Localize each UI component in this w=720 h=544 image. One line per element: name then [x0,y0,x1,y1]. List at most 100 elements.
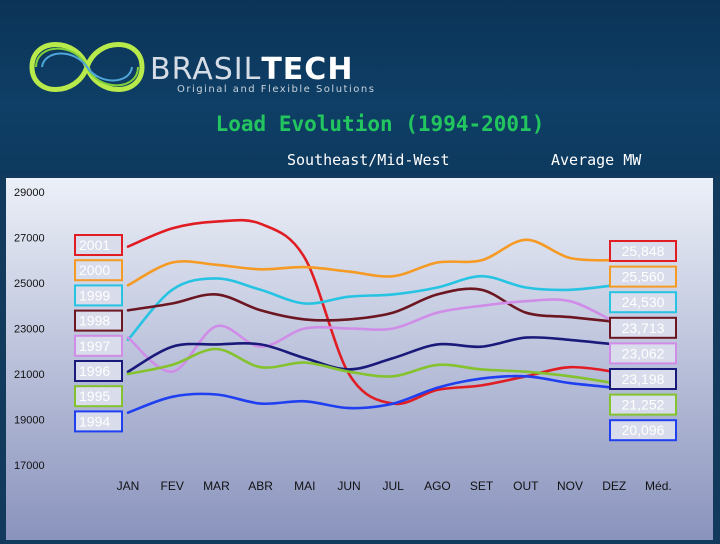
data-point-2000 [127,284,129,287]
y-tick-label: 17000 [14,460,45,472]
data-point-1995 [569,375,571,378]
data-point-1999 [569,289,571,291]
brand-name: BRASILTECH [150,52,354,87]
x-tick-label: JAN [117,479,140,493]
data-point-2000 [436,261,439,264]
data-point-1999 [436,286,439,289]
brasiltech-logo-icon [29,42,145,92]
average-label-1995: 21,252 [622,397,665,413]
data-point-1996 [171,345,173,348]
x-tick-label: MAI [294,479,315,493]
x-tick-label: NOV [557,479,583,493]
data-point-1996 [348,368,350,371]
header-banner: BRASILTECH Original and Flexible Solutio… [0,0,720,175]
average-box-2000 [609,265,677,288]
data-point-1996 [569,339,571,341]
average-box-1995 [609,393,677,416]
data-point-2000 [348,270,350,273]
legend-label-2000: 2000 [79,262,110,278]
series-line-1999 [126,274,616,342]
brand-tagline: Original and Flexible Solutions [177,84,376,95]
data-point-1995 [525,370,527,373]
data-point-1999 [215,277,218,280]
x-tick-label: OUT [513,479,539,493]
legend-label-1997: 1997 [79,338,110,354]
x-tick-label: AGO [424,479,451,493]
y-tick-label: 19000 [14,415,45,427]
data-point-1997 [127,336,129,339]
legend-box-1998 [74,309,123,332]
data-point-1997 [304,327,306,330]
data-point-1995 [171,364,173,366]
data-point-1994 [304,400,306,403]
data-point-1999 [348,295,350,298]
data-point-1997 [259,345,262,348]
data-point-1994 [171,395,173,398]
average-box-1998 [609,316,677,339]
data-point-1999 [392,293,395,296]
legend-box-2000 [74,259,123,282]
average-box-1999 [609,291,677,314]
y-tick-label: 27000 [14,233,45,245]
data-point-1998 [436,293,439,296]
data-point-1998 [525,311,527,314]
data-point-2000 [569,257,571,259]
y-tick-label: 25000 [14,278,45,290]
average-label-2001: 25,848 [622,243,665,259]
data-point-1999 [259,289,262,291]
average-label-1994: 20,096 [622,422,665,438]
legend-label-2001: 2001 [79,237,110,253]
legend-box-1999 [74,284,123,307]
data-point-2001 [171,227,173,230]
data-point-1998 [259,309,262,312]
average-label-1997: 23,062 [622,345,665,361]
data-point-2000 [392,275,395,277]
data-point-1994 [569,382,571,384]
average-box-1994 [609,419,677,442]
average-box-2001 [609,240,677,262]
series-line-1994 [126,374,616,414]
legend-box-1994 [74,410,123,433]
data-point-1999 [304,302,306,305]
data-point-1996 [480,345,483,348]
data-point-1996 [215,343,218,346]
data-point-1997 [392,327,395,330]
data-point-1995 [480,368,483,371]
data-point-2001 [215,220,218,223]
average-label-1998: 23,713 [622,320,665,336]
data-point-1998 [304,318,306,321]
data-point-1996 [525,336,527,339]
data-point-1996 [304,357,306,359]
x-tick-label: Méd. [645,479,672,493]
data-point-1994 [480,377,483,380]
chart-background [6,178,713,540]
y-tick-label: 21000 [14,369,45,381]
legend-label-1999: 1999 [79,287,110,303]
data-point-1995 [127,373,129,375]
legend-label-1998: 1998 [79,313,110,329]
average-label-2000: 25,560 [622,269,665,285]
data-point-2001 [127,245,129,248]
data-point-1995 [436,364,439,366]
data-point-1995 [392,375,395,378]
data-point-1998 [480,289,483,291]
data-point-1997 [348,327,350,330]
data-point-1994 [348,407,350,409]
average-box-1997 [609,342,677,365]
average-label-1996: 23,198 [622,371,665,387]
data-point-2001 [480,384,483,387]
x-tick-label: DEZ [602,479,626,493]
y-tick-label: 29000 [14,187,45,199]
load-chart: 17000 19000 21000 23000 25000 27000 29000 JAN FE… [6,178,713,540]
data-point-1994 [259,402,262,405]
chart-area: 17000 19000 21000 23000 25000 27000 29000 JAN FE… [0,175,720,540]
series-line-1998 [126,287,616,323]
data-point-1996 [436,343,439,346]
data-point-1999 [480,275,483,277]
series-line-1996 [126,336,616,374]
data-point-1998 [569,316,571,318]
data-point-2001 [348,373,350,375]
series-line-1997 [126,298,616,373]
data-point-1998 [171,302,173,305]
legend-label-1995: 1995 [79,388,110,404]
